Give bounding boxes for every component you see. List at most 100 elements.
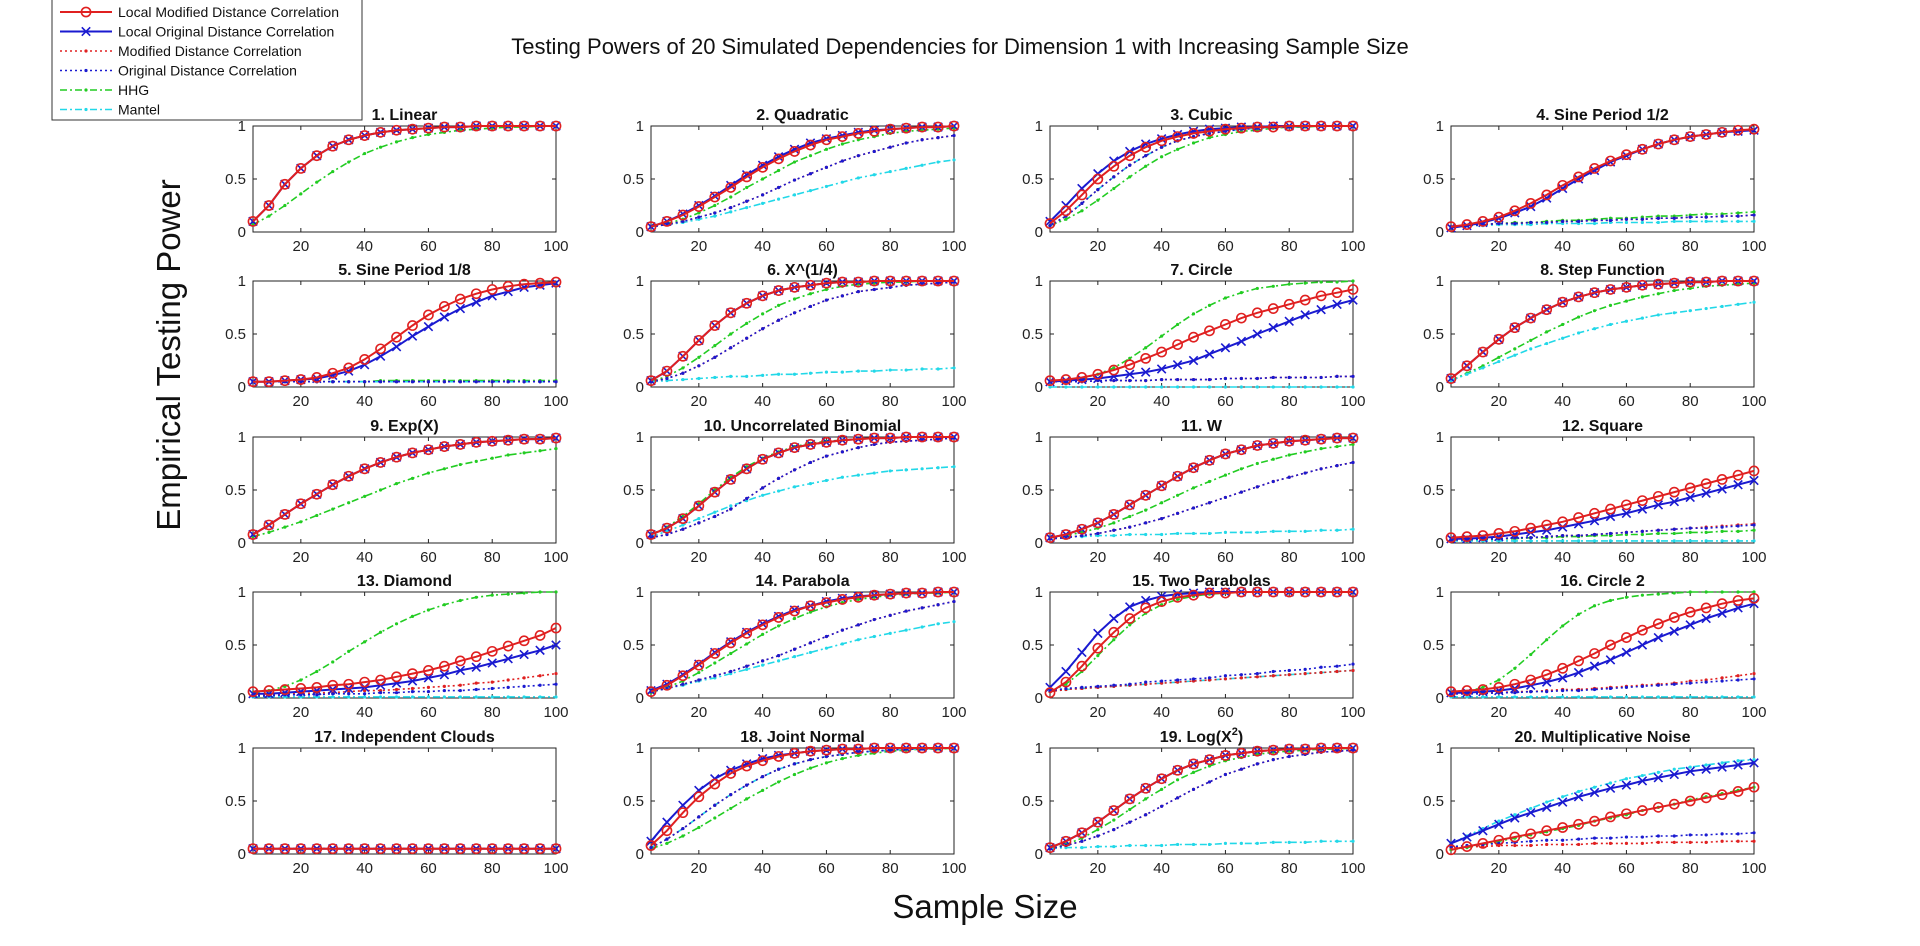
- data-point-lmdc: [1732, 124, 1744, 136]
- y-tick-label: 0.5: [225, 326, 246, 343]
- data-point-lmdc: [1493, 834, 1505, 846]
- data-point-lmdc: [1748, 781, 1760, 793]
- y-tick-label: 1: [1035, 584, 1043, 601]
- data-point-odc: [1752, 677, 1756, 681]
- y-tick-label: 0: [636, 846, 644, 863]
- data-point-hhg: [681, 834, 685, 838]
- data-point-odc: [1335, 374, 1339, 378]
- data-point-hhg: [1080, 209, 1084, 213]
- data-point-lmdc: [693, 201, 705, 212]
- data-point-odc: [1497, 221, 1501, 226]
- x-tick-label: 80: [882, 549, 899, 566]
- x-tick-label: 20: [690, 393, 707, 410]
- data-point-lmdc: [279, 684, 291, 695]
- data-point-odc: [1271, 758, 1275, 762]
- series-line-hhg: [1450, 591, 1754, 694]
- data-point-mdc: [1319, 670, 1323, 675]
- x-tick-label: 20: [1490, 704, 1507, 721]
- data-point-lodc: [1220, 343, 1231, 353]
- data-point-odc: [1513, 691, 1517, 695]
- x-tick-label: 80: [1281, 393, 1298, 410]
- data-point-odc: [538, 683, 542, 687]
- data-point-lodc: [1621, 780, 1632, 790]
- data-point-odc: [1160, 145, 1164, 149]
- data-point-odc: [745, 783, 749, 787]
- data-point-lmdc: [550, 276, 562, 288]
- data-point-mantel: [1529, 695, 1533, 699]
- data-point-lmdc: [438, 301, 450, 312]
- data-point-lmdc: [407, 668, 418, 680]
- series-lmdc: [1445, 465, 1760, 544]
- data-point-lmdc: [1124, 150, 1136, 162]
- data-point-lmdc: [884, 123, 896, 135]
- data-point-lmdc: [438, 121, 450, 133]
- data-point-lmdc: [1668, 612, 1680, 623]
- y-tick-label: 0: [1035, 690, 1043, 707]
- panel-title: 1. Linear: [372, 107, 438, 124]
- data-point-odc: [1287, 754, 1291, 759]
- data-point-mantel: [1287, 840, 1291, 844]
- data-point-odc: [1239, 376, 1243, 381]
- data-point-odc: [1640, 684, 1644, 688]
- data-point-hhg: [1513, 666, 1517, 670]
- data-point-hhg: [1592, 309, 1597, 313]
- panel-title: 6. X^(1/4): [767, 262, 838, 279]
- data-point-lodc: [1077, 647, 1087, 658]
- data-point-lmdc: [1589, 162, 1600, 174]
- x-tick-label: 80: [882, 704, 899, 721]
- series-line-mantel: [1450, 301, 1755, 382]
- data-point-lmdc: [375, 674, 386, 686]
- data-point-lmdc: [263, 685, 275, 696]
- data-point-hhg: [856, 753, 860, 758]
- data-point-odc: [856, 446, 860, 450]
- panel-4: 20 40 60 80 100 0 0.5 1 4. Sine Period 1/2: [1423, 107, 1766, 255]
- data-point-odc: [331, 380, 335, 384]
- data-point-hhg: [1175, 147, 1180, 151]
- data-point-mantel: [1191, 531, 1196, 536]
- data-point-odc: [1624, 217, 1629, 221]
- x-tick-label: 40: [1554, 549, 1571, 566]
- data-point-lodc: [551, 433, 561, 443]
- data-point-odc: [1128, 682, 1132, 686]
- data-point-lmdc: [1060, 529, 1072, 540]
- data-point-lmdc: [1108, 364, 1120, 376]
- data-point-lmdc: [1652, 618, 1664, 630]
- data-point-mantel: [1513, 813, 1517, 817]
- data-point-lmdc: [709, 648, 721, 659]
- data-point-mantel: [1672, 767, 1676, 771]
- data-point-mantel: [1064, 385, 1068, 389]
- data-point-hhg: [1207, 303, 1212, 307]
- data-point-odc: [1624, 835, 1629, 839]
- panel-axes-box: [252, 436, 557, 544]
- data-point-odc: [1319, 665, 1323, 669]
- data-point-lodc: [1573, 667, 1584, 678]
- data-point-lmdc: [1108, 626, 1120, 638]
- legend-item: Modified Distance Correlation: [60, 43, 302, 59]
- data-point-lmdc: [1700, 792, 1712, 804]
- data-point-lmdc: [1299, 434, 1311, 446]
- data-point-lmdc: [709, 191, 721, 203]
- data-point-lmdc: [1684, 606, 1696, 618]
- series-lmdc: [645, 586, 960, 698]
- panel-17: 20 40 60 80 100 0 0.5 1 17. Independent Clouds: [225, 729, 568, 877]
- data-point-odc: [1223, 674, 1228, 678]
- y-tick-label: 0.5: [1423, 637, 1444, 654]
- data-point-odc: [936, 603, 940, 607]
- y-tick-label: 0: [636, 535, 644, 552]
- data-point-mdc: [1704, 840, 1708, 844]
- data-point-odc: [458, 688, 462, 693]
- data-point-odc: [729, 346, 733, 350]
- data-point-mantel: [1175, 531, 1180, 536]
- data-point-lmdc: [1220, 587, 1231, 599]
- data-point-lodc: [1605, 511, 1616, 522]
- x-tick-label: 20: [690, 704, 707, 721]
- data-point-mantel: [1561, 539, 1565, 543]
- data-point-lmdc: [454, 439, 466, 450]
- data-point-mantel: [745, 206, 749, 210]
- x-tick-label: 20: [1490, 393, 1507, 410]
- data-point-odc: [1608, 836, 1613, 840]
- data-point-lmdc: [645, 840, 657, 851]
- data-point-odc: [1160, 679, 1164, 683]
- data-point-mantel: [1624, 220, 1629, 225]
- panel-title: 16. Circle 2: [1560, 573, 1645, 590]
